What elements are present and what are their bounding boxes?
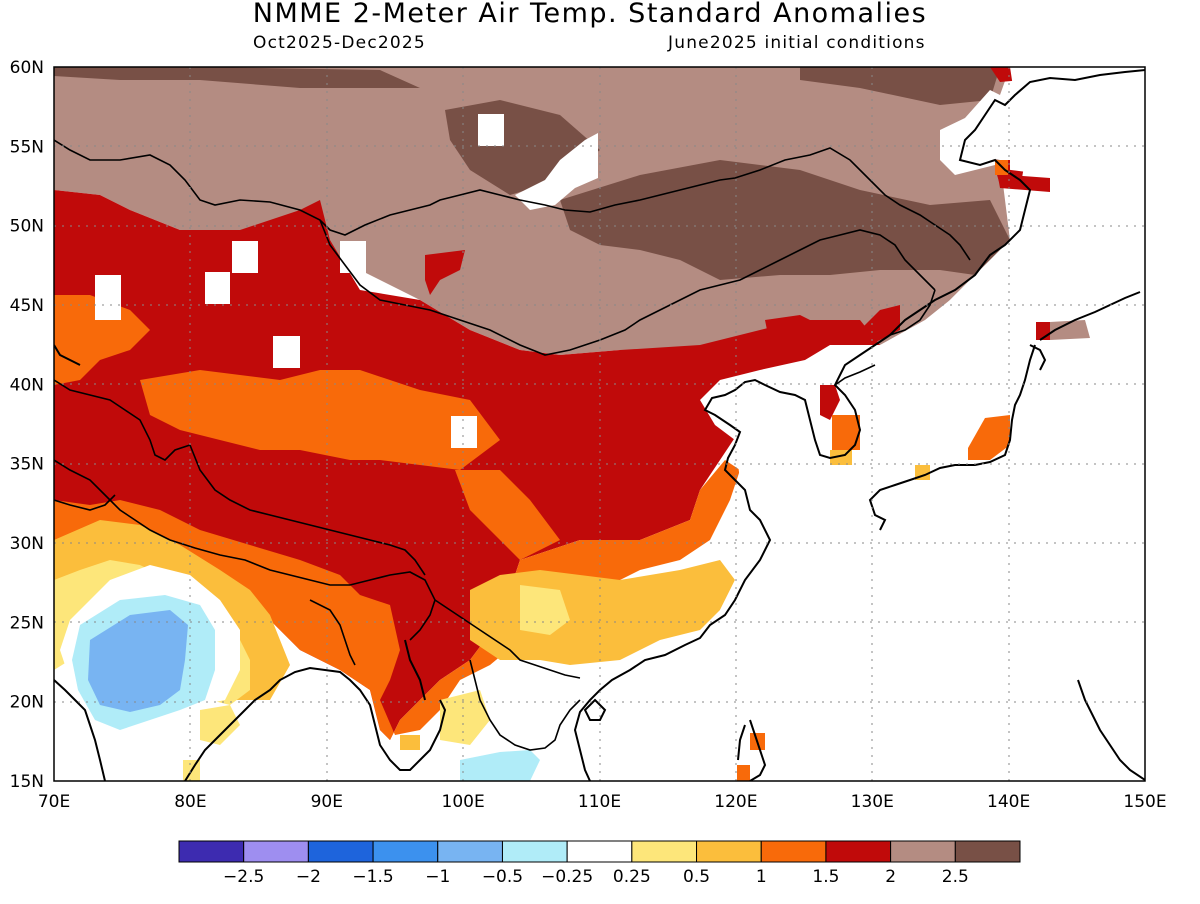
coastlines bbox=[54, 69, 1145, 781]
colorbar-labels: −2.5 −2 −1.5 −1 −0.5 −0.25 0.25 0.5 1 1.5 2 2.5 bbox=[223, 867, 969, 887]
colorbar-tick-label: 1 bbox=[756, 867, 767, 887]
colorbar-swatch bbox=[501, 840, 568, 863]
colorbar-tick-label: 0.5 bbox=[683, 867, 710, 887]
longitude-axis: 70E 80E 90E 100E 110E 120E 130E 140E 150E bbox=[38, 792, 1167, 812]
colorbar-swatch bbox=[307, 840, 374, 863]
colorbar-swatch bbox=[566, 840, 633, 863]
lon-tick-label: 70E bbox=[38, 792, 70, 812]
lat-tick-label: 55N bbox=[10, 137, 44, 157]
lon-tick-label: 90E bbox=[311, 792, 343, 812]
colorbar bbox=[178, 840, 1021, 863]
lat-tick-label: 60N bbox=[10, 58, 44, 78]
lat-tick-label: 30N bbox=[10, 534, 44, 554]
colorbar-tick-label: −0.5 bbox=[482, 867, 523, 887]
anomaly-field bbox=[54, 67, 1145, 781]
lat-tick-label: 15N bbox=[10, 772, 44, 792]
colorbar-swatch bbox=[631, 840, 698, 863]
colorbar-tick-label: −2.5 bbox=[223, 867, 264, 887]
map-frame bbox=[53, 66, 1146, 782]
lon-tick-label: 100E bbox=[442, 792, 485, 812]
lat-tick-label: 25N bbox=[10, 613, 44, 633]
initial-conditions: June2025 initial conditions bbox=[668, 33, 926, 53]
colorbar-tick-label: −0.25 bbox=[541, 867, 593, 887]
colorbar-swatch bbox=[437, 840, 503, 863]
lon-tick-label: 120E bbox=[714, 792, 757, 812]
lat-tick-label: 45N bbox=[10, 296, 44, 316]
lat-tick-label: 20N bbox=[10, 693, 44, 713]
colorbar-swatch bbox=[243, 840, 309, 863]
graticule bbox=[54, 67, 1145, 781]
colorbar-swatch bbox=[372, 840, 439, 863]
colorbar-tick-label: −1.5 bbox=[352, 867, 393, 887]
colorbar-tick-label: 2.5 bbox=[942, 867, 969, 887]
colorbar-tick-label: 2 bbox=[885, 867, 896, 887]
forecast-period: Oct2025-Dec2025 bbox=[253, 33, 426, 53]
colorbar-tick-label: 0.25 bbox=[613, 867, 651, 887]
lon-tick-label: 150E bbox=[1123, 792, 1166, 812]
lat-tick-label: 50N bbox=[10, 217, 44, 237]
colorbar-tick-label: −1 bbox=[425, 867, 450, 887]
colorbar-swatch bbox=[825, 840, 892, 863]
lat-tick-label: 40N bbox=[10, 375, 44, 395]
colorbar-tick-label: −2 bbox=[296, 867, 321, 887]
lat-tick-label: 35N bbox=[10, 455, 44, 475]
lon-tick-label: 110E bbox=[578, 792, 621, 812]
lon-tick-label: 80E bbox=[174, 792, 206, 812]
lon-tick-label: 130E bbox=[851, 792, 894, 812]
colorbar-swatch bbox=[178, 840, 245, 863]
latitude-axis: 60N 55N 50N 45N 40N 35N 30N 25N 20N 15N bbox=[10, 58, 44, 792]
map-title: NMME 2-Meter Air Temp. Standard Anomalie… bbox=[252, 0, 928, 29]
colorbar-swatch bbox=[890, 840, 956, 863]
colorbar-swatch bbox=[760, 840, 827, 863]
colorbar-swatch bbox=[954, 840, 1021, 863]
colorbar-tick-label: 1.5 bbox=[812, 867, 839, 887]
colorbar-swatch bbox=[696, 840, 762, 863]
lon-tick-label: 140E bbox=[987, 792, 1030, 812]
